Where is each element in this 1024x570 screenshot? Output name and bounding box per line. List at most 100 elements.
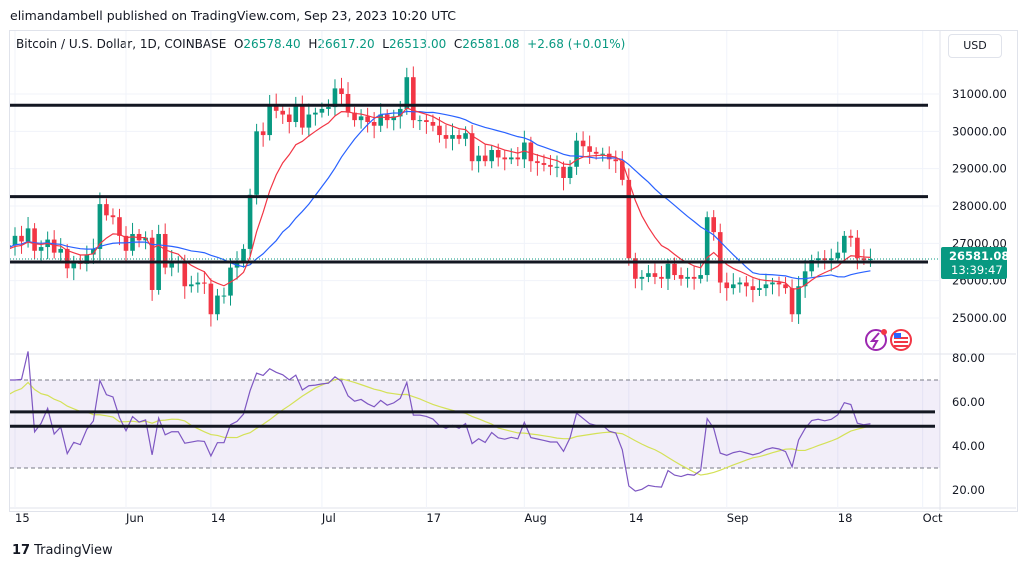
countdown-label: 13:39:47 [951,263,1003,277]
candle-body [189,284,194,287]
candle-body [91,248,96,255]
candle-body [417,120,423,122]
us-flag-canton [894,333,901,338]
candle-body [25,228,31,242]
candle-body [117,217,122,236]
candle-body [149,237,155,290]
candle-body [652,273,658,277]
candle-body [58,248,64,253]
candle-body [763,284,769,289]
candle-body [600,153,605,155]
candle-body [260,131,266,136]
candle-body [717,232,723,283]
time-tick-label: 17 [426,511,441,525]
candle-body [580,140,586,147]
tradingview-logo-icon: 17 [12,543,31,558]
high-value: 26617.20 [317,37,375,51]
time-tick-label: Oct [923,511,943,525]
candle-body [104,204,109,216]
candle-body [456,135,462,139]
candle-body [352,112,357,121]
candle-body [215,295,220,315]
candle-body [280,110,286,115]
candle-body [97,204,103,249]
candle-body [541,163,547,165]
candle-body [241,248,246,262]
candle-body [443,135,449,139]
candle-body [306,114,312,128]
candle-body [430,121,436,126]
candle-body [724,282,730,289]
notification-dot-icon [881,329,887,335]
price-tick-label: 27000.00 [952,236,1007,250]
candle-body [704,217,710,276]
candle-body [195,282,201,285]
tradingview-brand: 17 TradingView [12,543,113,558]
candle-body [326,107,331,109]
price-tick-label: 25000.00 [952,311,1007,325]
rsi-tick-label: 20.00 [952,483,985,497]
candle-body [665,263,671,279]
candle-body [469,133,475,162]
candle-body [535,161,540,164]
candle-body [345,94,351,113]
candle-body [10,245,11,248]
open-value: 26578.40 [243,37,301,51]
low-value: 26513.00 [388,37,447,51]
publish-info: elimandambell published on TradingView.c… [10,8,456,23]
candle-body [0,247,4,251]
candle-body [286,114,292,122]
last-price-badge [941,246,1007,279]
time-tick-label: Jun [125,511,144,525]
candle-body [822,258,828,261]
candle-body [528,142,534,162]
candle-body [32,228,37,251]
chart-frame [9,30,1018,512]
sma-line [10,110,871,280]
candle-body [339,88,344,94]
candle-body [169,261,175,268]
candle-body [835,252,841,259]
rsi-tick-label: 80.00 [952,351,985,365]
candle-body [51,239,57,253]
candle-body [358,116,364,121]
candle-body [868,258,873,261]
change-value: +2.68 (+0.01%) [527,37,626,51]
candle-body [332,88,338,108]
candle-body [489,149,494,162]
candle-body [300,105,305,128]
candle-body [613,159,619,162]
price-tick-label: 29000.00 [952,162,1007,176]
candle-body [476,155,481,162]
candle-body [319,108,325,113]
candle-body [450,135,455,139]
candle-body [495,149,501,158]
candle-body [646,273,651,277]
candle-body [633,258,638,279]
candle-body [515,157,521,160]
rsi-tick-label: 40.00 [952,439,985,453]
candle-body [411,77,416,121]
candle-body [711,217,717,233]
candle-body [815,258,821,261]
candle-body [182,261,188,287]
candle-body [619,161,625,180]
candle-body [404,77,410,109]
candle-body [313,112,318,115]
currency-button[interactable]: USD [948,34,1002,58]
candle-body [208,283,214,315]
candle-body [567,166,573,178]
candle-body [12,235,18,246]
candle-body [770,282,775,285]
candle-body [842,235,847,253]
candle-body [247,194,253,249]
candle-body [639,276,645,279]
price-tick-label: 28000.00 [952,199,1007,213]
candle-body [672,263,677,276]
candle-body [626,179,632,259]
candle-body [463,133,468,139]
candle-body [554,166,560,168]
candle-body [848,235,854,238]
candle-body [19,235,24,242]
